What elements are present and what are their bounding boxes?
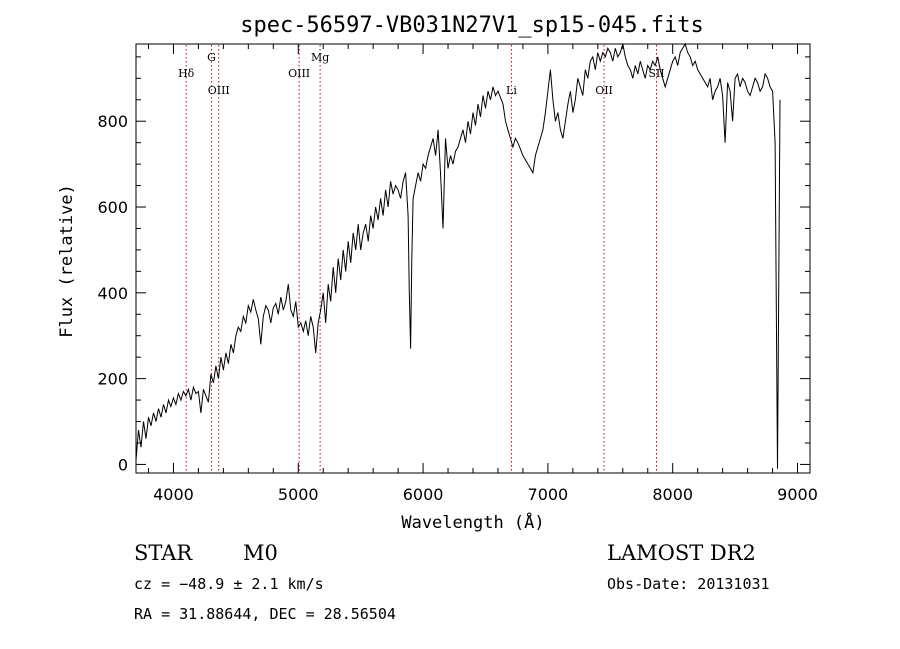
spectral-line-label: Mg: [311, 51, 329, 64]
y-tick-label: 600: [97, 198, 128, 217]
spectrum-line: [135, 42, 781, 469]
object-subclass: M0: [243, 541, 278, 565]
object-class: STAR: [134, 541, 193, 565]
spectral-line-label: Li: [506, 84, 517, 97]
y-axis-label: Flux (relative): [57, 184, 77, 338]
y-tick-label: 800: [97, 112, 128, 131]
spectral-line-label: OIII: [288, 67, 310, 80]
survey-label: LAMOST DR2: [607, 541, 756, 565]
chart-title: spec-56597-VB031N27V1_sp15-045.fits: [240, 13, 704, 38]
x-axis-label: Wavelength (Å): [401, 511, 544, 533]
x-tick-label: 6000: [403, 485, 444, 504]
cz-value: cz = −48.9 ± 2.1 km/s: [134, 575, 324, 593]
x-tick-label: 9000: [777, 485, 818, 504]
y-tick-label: 0: [118, 455, 128, 474]
x-tick-label: 4000: [153, 485, 194, 504]
spectral-line-label: OII: [595, 84, 613, 97]
y-tick-label: 200: [97, 370, 128, 389]
spectral-line-label: G: [207, 51, 216, 64]
y-tick-label: 400: [97, 284, 128, 303]
spectral-line-label: OIII: [208, 84, 230, 97]
spectral-line-label: Hδ: [178, 67, 195, 80]
coordinates: RA = 31.88644, DEC = 28.56504: [134, 605, 396, 623]
x-tick-label: 7000: [528, 485, 569, 504]
plot-frame: [135, 43, 811, 474]
axis-ticks: 4000 5000 6000 7000 8000 9000 0 200 400 600 800: [97, 44, 818, 504]
obs-date: Obs-Date: 20131031: [607, 575, 770, 593]
x-tick-label: 5000: [278, 485, 319, 504]
x-tick-label: 8000: [652, 485, 693, 504]
